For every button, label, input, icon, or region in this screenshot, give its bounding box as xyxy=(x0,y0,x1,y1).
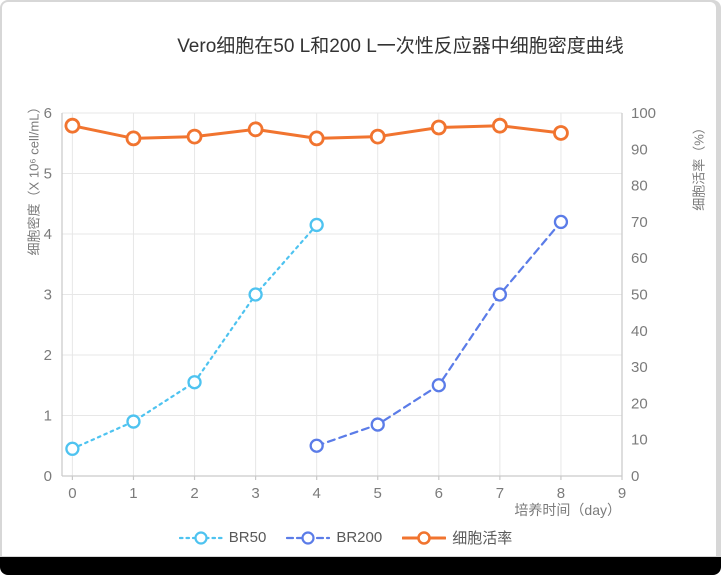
chart-title: Vero细胞在50 L和200 L一次性反应器中细胞密度曲线 xyxy=(177,36,624,57)
legend-label: BR50 xyxy=(228,529,267,546)
viability-marker xyxy=(369,128,386,145)
viability-marker xyxy=(64,117,81,134)
left-tick-label: 1 xyxy=(44,408,52,425)
br50-marker xyxy=(248,287,263,302)
x-tick-label: 9 xyxy=(618,485,626,502)
viability-marker xyxy=(491,117,508,134)
x-tick-label: 2 xyxy=(190,485,198,502)
br200-legend-marker xyxy=(286,530,331,545)
left-tick-label: 4 xyxy=(44,226,52,243)
x-tick-label: 6 xyxy=(435,485,443,502)
right-tick-label: 20 xyxy=(631,395,648,412)
br200-marker xyxy=(492,287,508,302)
br50-marker xyxy=(126,414,141,429)
x-tick-label: 3 xyxy=(251,485,259,502)
left-tick-label: 5 xyxy=(44,166,52,183)
viability-marker xyxy=(308,130,325,147)
br50-marker xyxy=(187,375,202,390)
right-tick-label: 50 xyxy=(631,287,648,304)
br200-marker xyxy=(431,378,446,393)
x-tick-label: 0 xyxy=(68,485,76,502)
x-tick-label: 8 xyxy=(557,485,565,502)
x-tick-label: 4 xyxy=(312,485,320,502)
br50-legend-marker xyxy=(178,530,223,545)
bottom-bar xyxy=(0,557,721,575)
left-axis-title: 细胞密度（X 10⁶ cell/mL） xyxy=(26,100,42,256)
br50-marker xyxy=(65,441,80,456)
chart-background xyxy=(2,2,716,556)
legend-item-br50[interactable]: BR50 xyxy=(178,529,267,546)
legend-label: BR200 xyxy=(336,529,383,546)
viability-marker xyxy=(553,125,569,141)
right-tick-label: 90 xyxy=(631,141,648,158)
left-tick-label: 2 xyxy=(44,347,52,364)
right-tick-label: 10 xyxy=(631,432,648,449)
x-tick-label: 7 xyxy=(496,485,504,502)
right-tick-label: 70 xyxy=(631,214,648,231)
left-tick-label: 3 xyxy=(44,287,52,304)
br200-marker xyxy=(370,417,385,432)
legend-item-viability[interactable]: 细胞活率 xyxy=(402,527,512,548)
x-tick-label: 1 xyxy=(129,485,137,502)
right-tick-label: 60 xyxy=(631,250,648,267)
right-axis-title: 细胞活率（%） xyxy=(691,121,707,211)
x-axis-title: 培养时间（day） xyxy=(514,502,621,518)
right-tick-label: 40 xyxy=(631,323,648,340)
left-tick-label: 0 xyxy=(44,468,52,485)
right-tick-label: 100 xyxy=(631,105,656,122)
viability-marker xyxy=(430,119,447,136)
right-tick-label: 30 xyxy=(631,359,648,376)
viability-legend-marker xyxy=(402,530,447,545)
right-tick-label: 0 xyxy=(631,468,639,485)
legend-item-br200[interactable]: BR200 xyxy=(286,529,382,546)
br200-marker xyxy=(553,214,569,230)
legend-label: 细胞活率 xyxy=(452,530,513,547)
viability-marker xyxy=(186,128,203,145)
viability-marker xyxy=(247,121,264,138)
br200-marker xyxy=(309,438,324,453)
viability-marker xyxy=(125,130,142,147)
left-tick-label: 6 xyxy=(44,105,52,122)
legend: BR50 BR200 细胞活率 xyxy=(0,527,691,548)
right-tick-label: 80 xyxy=(631,178,648,195)
br50-marker xyxy=(309,217,324,233)
x-tick-label: 5 xyxy=(374,485,382,502)
